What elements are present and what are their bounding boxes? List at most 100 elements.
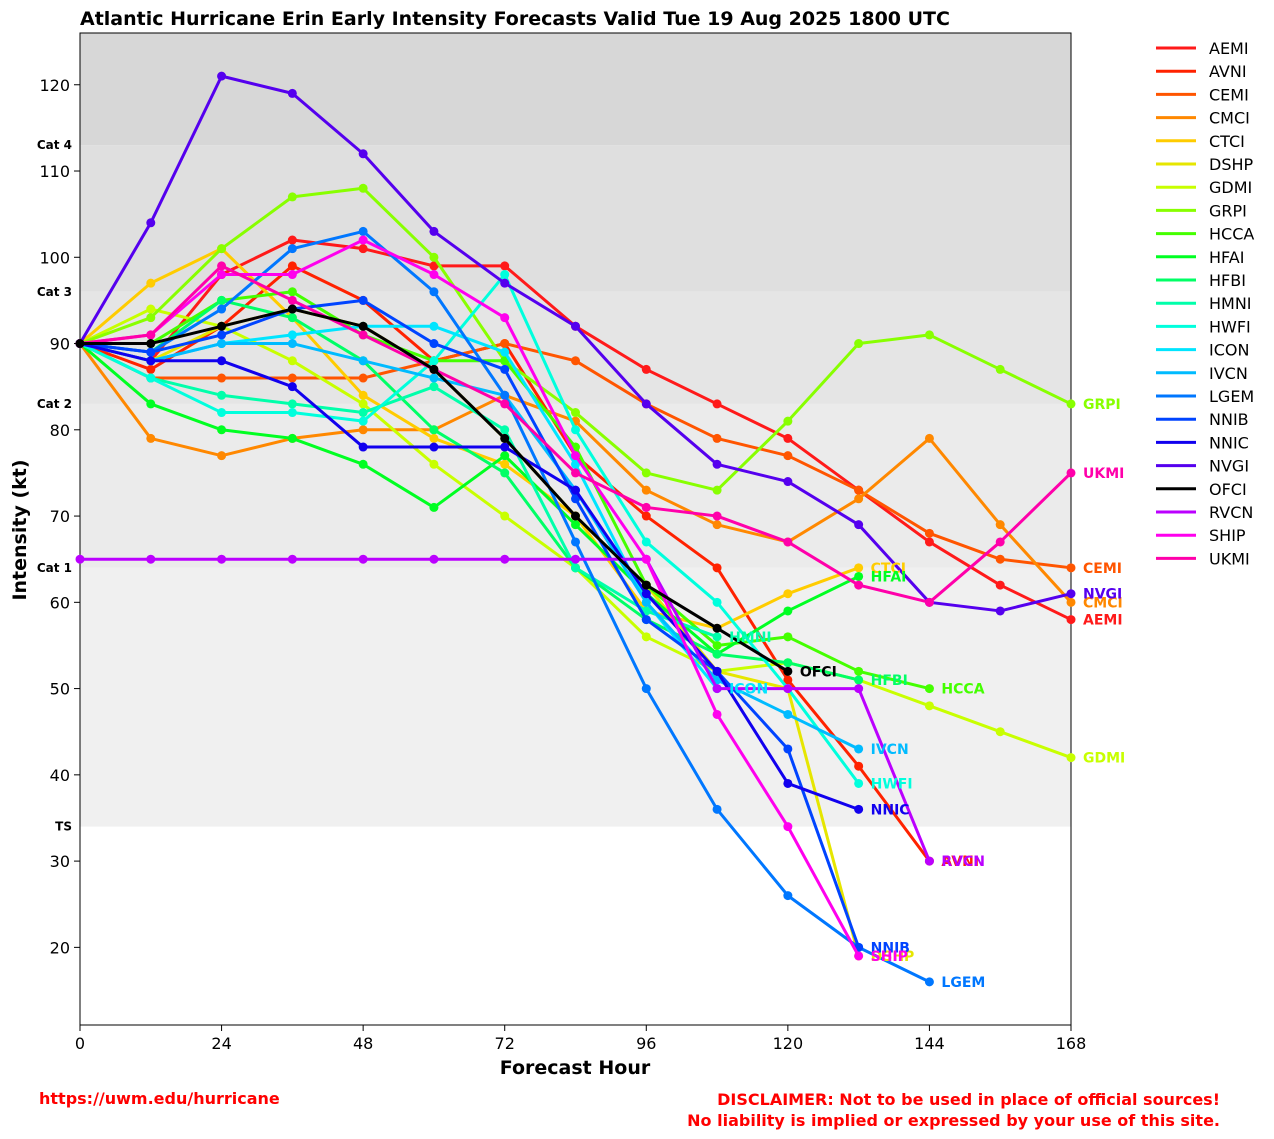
series-point bbox=[712, 640, 722, 650]
x-tick-label: 168 bbox=[1056, 1034, 1087, 1053]
series-point bbox=[783, 744, 793, 754]
series-point bbox=[217, 408, 227, 418]
series-point bbox=[571, 511, 580, 521]
series-point bbox=[783, 632, 793, 642]
legend-label: CMCI bbox=[1209, 109, 1250, 128]
series-point bbox=[146, 356, 156, 366]
series-point bbox=[641, 399, 651, 409]
series-point bbox=[995, 537, 1005, 547]
series-point bbox=[287, 373, 297, 383]
series-point bbox=[429, 502, 439, 512]
series-point bbox=[146, 554, 156, 564]
series-point bbox=[641, 511, 651, 521]
x-axis: 0 24 48 72 96 120 144 168 bbox=[75, 1025, 1086, 1053]
legend-label: HFAI bbox=[1209, 248, 1244, 267]
series-point bbox=[500, 433, 510, 443]
series-point bbox=[429, 382, 439, 392]
legend-item-nnic: NNIC bbox=[1156, 433, 1249, 452]
series-point bbox=[571, 321, 580, 331]
category-label: Cat 3 bbox=[37, 285, 72, 299]
series-point bbox=[217, 244, 227, 254]
series-point bbox=[358, 183, 368, 193]
legend-label: RVCN bbox=[1209, 503, 1253, 522]
x-tick-label: 120 bbox=[773, 1034, 804, 1053]
series-point bbox=[783, 477, 793, 487]
series-point bbox=[783, 709, 793, 719]
series-point bbox=[712, 433, 722, 443]
end-label-aemi: AEMI bbox=[1083, 613, 1123, 629]
series-point bbox=[712, 597, 722, 607]
legend-label: HCCA bbox=[1209, 225, 1254, 244]
disclaimer-line-1: DISCLAIMER: Not to be used in place of o… bbox=[717, 1090, 1220, 1109]
series-point bbox=[641, 589, 651, 599]
series-point bbox=[854, 494, 864, 504]
legend-item-grpi: GRPI bbox=[1156, 201, 1247, 220]
series-point bbox=[429, 270, 439, 280]
series-point bbox=[924, 701, 934, 711]
series-point bbox=[358, 235, 368, 245]
category-label: Cat 1 bbox=[37, 561, 72, 575]
end-label-rvcn: RVCN bbox=[941, 854, 985, 870]
legend-label: LGEM bbox=[1209, 387, 1254, 406]
series-line bbox=[79, 273, 860, 785]
series-point bbox=[358, 442, 368, 452]
series-hmni bbox=[75, 339, 722, 642]
series-point bbox=[712, 632, 722, 642]
series-point bbox=[146, 218, 156, 228]
series-ofci bbox=[75, 304, 793, 676]
series-point bbox=[358, 295, 368, 305]
series-point bbox=[924, 433, 934, 443]
series-point bbox=[854, 339, 864, 349]
series-point bbox=[287, 313, 297, 323]
series-point bbox=[217, 261, 227, 271]
series-point bbox=[995, 364, 1005, 374]
series-point bbox=[217, 451, 227, 461]
series-point bbox=[1066, 468, 1076, 478]
series-point bbox=[217, 330, 227, 340]
series-point bbox=[358, 330, 368, 340]
y-tick-label: 50 bbox=[50, 680, 70, 699]
series-point bbox=[783, 433, 793, 443]
series-point bbox=[571, 408, 580, 418]
series-point bbox=[287, 356, 297, 366]
end-label-gdmi: GDMI bbox=[1083, 751, 1125, 767]
series-point bbox=[712, 623, 722, 633]
end-label-hfai: HFAI bbox=[871, 569, 907, 585]
series-point bbox=[712, 520, 722, 530]
series-point bbox=[854, 580, 864, 590]
series-point bbox=[924, 856, 934, 866]
series-point bbox=[217, 390, 227, 400]
end-label-ofci: OFCI bbox=[800, 664, 837, 680]
series-point bbox=[287, 88, 297, 98]
series-point bbox=[641, 554, 651, 564]
disclaimer-line-2: No liability is implied or expressed by … bbox=[687, 1111, 1220, 1130]
legend-label: CEMI bbox=[1209, 85, 1249, 104]
legend-label: ICON bbox=[1209, 341, 1249, 360]
series-point bbox=[1066, 399, 1076, 409]
series-point bbox=[429, 433, 439, 443]
series-point bbox=[358, 149, 368, 159]
y-tick-label: 20 bbox=[50, 938, 70, 957]
end-label-grpi: GRPI bbox=[1083, 397, 1121, 413]
series-point bbox=[358, 408, 368, 418]
series-point bbox=[712, 666, 722, 676]
series-point bbox=[358, 244, 368, 254]
series-point bbox=[995, 580, 1005, 590]
series-point bbox=[287, 295, 297, 305]
legend-item-nnib: NNIB bbox=[1156, 410, 1249, 429]
series-point bbox=[500, 339, 510, 349]
legend-item-ukmi: UKMI bbox=[1156, 549, 1250, 568]
series-point bbox=[429, 356, 439, 366]
series-point bbox=[783, 822, 793, 832]
series-point bbox=[429, 252, 439, 262]
series-point bbox=[641, 537, 651, 547]
legend-label: IVCN bbox=[1209, 364, 1248, 383]
legend-item-ofci: OFCI bbox=[1156, 480, 1247, 499]
legend-label: HWFI bbox=[1209, 317, 1251, 336]
end-label-lgem: LGEM bbox=[941, 975, 985, 991]
legend-label: GRPI bbox=[1209, 201, 1247, 220]
series-point bbox=[146, 304, 156, 314]
series-point bbox=[500, 442, 510, 452]
legend-label: DSHP bbox=[1209, 155, 1254, 174]
footer-url[interactable]: https://uwm.edu/hurricane bbox=[39, 1089, 280, 1108]
